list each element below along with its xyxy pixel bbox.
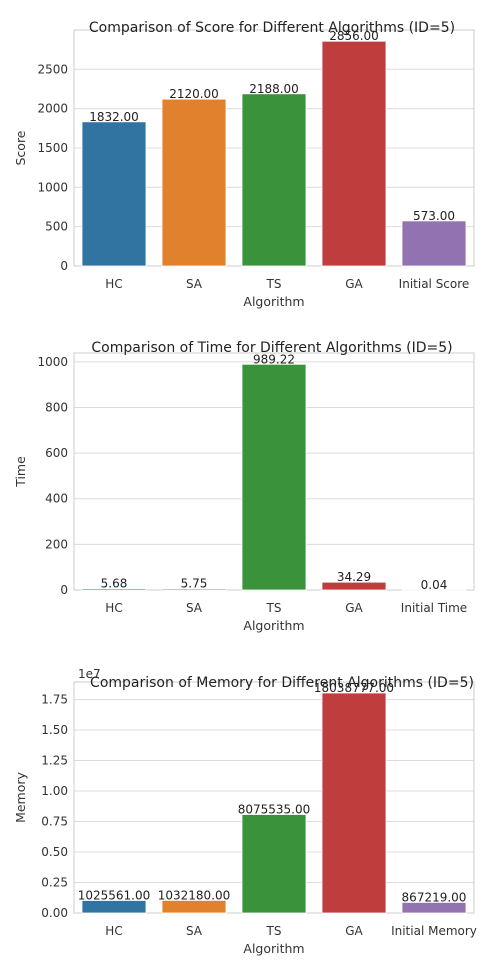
- chart-title: Comparison of Memory for Different Algor…: [90, 675, 474, 691]
- x-tick-label: HC: [105, 924, 122, 938]
- data-label: 2120.00: [169, 87, 219, 101]
- y-tick-label: 2000: [37, 102, 68, 116]
- data-label: 5.68: [101, 577, 128, 591]
- x-tick-label: TS: [266, 277, 282, 291]
- y-tick-label: 0.75: [41, 815, 68, 829]
- bar-ga: [321, 40, 387, 267]
- x-tick-label: Initial Score: [399, 277, 470, 291]
- bar-hc: [81, 121, 147, 267]
- data-label: 0.04: [421, 578, 448, 592]
- x-tick-label: GA: [345, 924, 363, 938]
- y-tick-label: 1000: [37, 355, 68, 369]
- data-label: 8075535.00: [238, 803, 311, 817]
- y-tick-label: 200: [45, 537, 68, 551]
- x-tick-label: GA: [345, 601, 363, 615]
- y-offset-text: 1e7: [78, 667, 101, 681]
- x-axis-label: Algorithm: [243, 618, 304, 633]
- data-label: 867219.00: [402, 890, 467, 904]
- data-label: 1025561.00: [78, 888, 151, 902]
- y-tick-label: 2500: [37, 62, 68, 76]
- bar-sa: [161, 900, 227, 914]
- data-label: 34.29: [337, 570, 371, 584]
- y-tick-label: 1500: [37, 141, 68, 155]
- y-tick-label: 600: [45, 446, 68, 460]
- y-axis-label: Score: [13, 130, 28, 165]
- y-tick-label: 1.50: [41, 723, 68, 737]
- y-tick-label: 0.25: [41, 876, 68, 890]
- data-label: 5.75: [181, 577, 208, 591]
- bar-initial-score: [401, 220, 467, 267]
- data-label: 989.22: [253, 352, 295, 366]
- y-tick-label: 500: [45, 220, 68, 234]
- x-tick-label: HC: [105, 277, 122, 291]
- x-tick-label: Initial Memory: [391, 924, 477, 938]
- chart-1: 0 500 1000 1500 2000 2500 1832.00 HC 2120.00 SA 21…: [13, 20, 475, 309]
- y-axis-label: Time: [13, 456, 28, 488]
- bar-ts: [241, 363, 307, 591]
- chart-3: 0.00 0.25 0.50 0.75 1.00 1.25 1.50 1.75 1025561.…: [13, 667, 477, 956]
- bar-hc: [81, 900, 147, 914]
- chart-2: 0 200 400 600 800 1000 5.68 HC 5.75 SA 989.22 TS 34.…: [13, 340, 475, 633]
- data-label: 2856.00: [329, 29, 379, 43]
- bar-ga: [321, 581, 387, 591]
- y-tick-label: 0.00: [41, 906, 68, 920]
- y-tick-label: 400: [45, 492, 68, 506]
- x-axis-label: Algorithm: [243, 294, 304, 309]
- y-tick-label: 0: [60, 583, 68, 597]
- x-tick-label: SA: [186, 924, 203, 938]
- y-tick-label: 1.00: [41, 784, 68, 798]
- x-tick-label: TS: [266, 924, 282, 938]
- bar-sa: [161, 98, 227, 267]
- data-label: 2188.00: [249, 82, 299, 96]
- bar-ts: [241, 814, 307, 914]
- x-tick-label: GA: [345, 277, 363, 291]
- x-tick-label: SA: [186, 601, 203, 615]
- bar-ts: [241, 93, 307, 267]
- bar-ga: [321, 692, 387, 914]
- y-tick-label: 0.50: [41, 845, 68, 859]
- y-tick-label: 0: [60, 259, 68, 273]
- data-label: 18038777.00: [314, 681, 394, 695]
- chart-title: Comparison of Score for Different Algori…: [89, 20, 455, 36]
- x-tick-label: HC: [105, 601, 122, 615]
- chart-title: Comparison of Time for Different Algorit…: [91, 340, 452, 356]
- x-tick-label: TS: [266, 601, 282, 615]
- y-tick-label: 1.75: [41, 693, 68, 707]
- y-tick-label: 1000: [37, 180, 68, 194]
- bar-sa: [161, 588, 227, 591]
- y-axis-label: Memory: [13, 771, 28, 822]
- bar-hc: [81, 588, 147, 591]
- y-tick-label: 1.25: [41, 754, 68, 768]
- data-label: 1832.00: [89, 110, 139, 124]
- y-tick-label: 800: [45, 400, 68, 414]
- x-axis-label: Algorithm: [243, 941, 304, 956]
- data-label: 573.00: [413, 209, 455, 223]
- bar-initial-memory: [401, 902, 467, 914]
- x-tick-label: SA: [186, 277, 203, 291]
- x-tick-label: Initial Time: [401, 601, 467, 615]
- data-label: 1032180.00: [158, 888, 231, 902]
